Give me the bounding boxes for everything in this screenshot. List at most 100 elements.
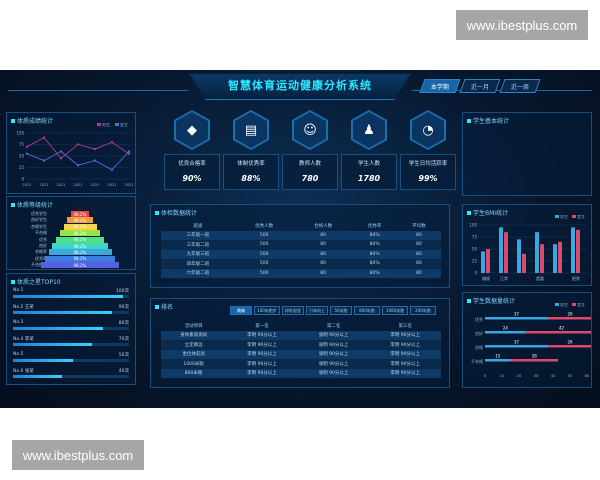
dashboard: 智慧体育运动健康分析系统 本学期 近一月 近一周 体质成绩统计 100 75 50 2… <box>0 70 600 408</box>
table-cell: 张明 90分以上 <box>318 371 349 377</box>
pyramid-label: 良好 <box>39 243 47 248</box>
table-row: 三年级一班 500 80 80% 80 <box>161 230 441 240</box>
rank-fill <box>13 295 124 298</box>
watermark-bottom: www.ibestplus.com <box>12 440 144 470</box>
data-point <box>59 150 63 153</box>
pyramid-layer: 98.2% <box>59 230 101 237</box>
legend-swatch <box>97 123 101 126</box>
data-label: 24 <box>503 326 509 331</box>
kpi-card: ▤ 体制优秀率 88% <box>223 110 279 190</box>
table-cell: 李明 90分以上 <box>247 342 277 348</box>
panel-title-text: 体质等级统计 <box>17 202 54 209</box>
kpi-card: ♟ 学生人数 1780 <box>341 110 397 190</box>
table-row: 四年级二班 500 80 80% 80 <box>161 259 441 269</box>
table-header-row: 班级 优秀人数 合格人数 优秀率 平均数 <box>161 221 441 231</box>
table-cell: 500 <box>259 232 269 238</box>
data-point <box>93 147 97 151</box>
table-cell: 坐位体前屈 <box>182 352 205 358</box>
data-label: 37 <box>514 340 520 345</box>
page-title: 智慧体育运动健康分析系统 <box>228 79 372 92</box>
panel-title-text: 学生基本统计 <box>473 118 510 125</box>
table-cell: 三年级二班 <box>186 242 210 248</box>
report-icon: ▤ <box>235 112 267 148</box>
x-tick-label: 偏瘦 <box>482 275 490 281</box>
x-tick-label: 正常 <box>500 275 508 281</box>
panel-title: 排名 <box>155 302 173 311</box>
event-tab[interactable]: 200米跑 <box>410 306 436 315</box>
column-header: 合格人数 <box>314 223 333 229</box>
x-tick-label: 超重 <box>536 275 544 281</box>
pyramid-label: 合格率 <box>35 249 47 255</box>
panel-fitness-levels: 体质等级统计 优秀学生 98.2% 良好学生 98.2% 合格学生 98.2% 不合格 98.… <box>6 196 136 270</box>
table-row: 三年级二班 500 80 80% 80 <box>161 240 441 250</box>
pyramid-label: 合格学生 <box>31 223 47 229</box>
bar-female <box>547 345 591 348</box>
kpi-hex: ☺ <box>292 110 328 150</box>
x-tick-label: 2021 <box>125 183 134 187</box>
data-point <box>93 159 97 162</box>
event-tab[interactable]: 50米跑 <box>330 306 352 315</box>
bar-female <box>547 317 591 320</box>
rank-fill <box>13 311 112 314</box>
event-tab[interactable]: 100米跑步 <box>254 306 280 315</box>
rank-fill <box>13 343 92 346</box>
event-tab[interactable]: 引体向上 <box>306 306 328 315</box>
table-cell: 80% <box>369 232 380 238</box>
data-label: 26 <box>567 312 573 317</box>
table-cell: 800米跑 <box>184 371 203 377</box>
data-point <box>59 157 63 160</box>
x-tick-label: 40 <box>551 374 555 378</box>
data-point <box>110 141 114 144</box>
bullet-icon <box>11 118 15 123</box>
tab-month[interactable]: 近一月 <box>459 79 501 93</box>
event-tab[interactable]: 800米跑 <box>354 306 380 315</box>
rank-name: No.6 张某 <box>13 369 34 374</box>
table-cell: 李明 90分以上 <box>390 342 421 348</box>
exam-stats-table: 班级 优秀人数 合格人数 优秀率 平均数 三年级一班 500 80 80% 80 三年级二班 500 8… <box>161 221 441 278</box>
rank-name: No.5 <box>13 352 24 357</box>
table-cell: 500 <box>259 242 269 248</box>
title-bar <box>190 74 410 100</box>
pyramid-layer: 98.2% <box>56 236 104 243</box>
rank-track <box>13 327 129 330</box>
x-tick-label: 20 <box>517 374 521 378</box>
tab-week[interactable]: 近一周 <box>499 79 541 93</box>
rank-name: No.1 <box>13 288 24 293</box>
rank-value: 70次 <box>118 337 129 342</box>
table-cell: 九年级三班 <box>186 252 210 258</box>
table-cell: 六年级二班 <box>186 271 210 277</box>
panel-top10: 体质之星TOP10 No.1 100次 No.2 王某 90次 No.3 80次 No.4 … <box>6 273 136 385</box>
legend-swatch <box>115 123 119 126</box>
tab-semester[interactable]: 本学期 <box>419 79 461 93</box>
legend-label: 女生 <box>120 123 128 127</box>
rank-track <box>13 359 129 362</box>
person-icon: ☺ <box>294 112 326 148</box>
x-tick-label: 0 <box>484 374 486 378</box>
bar-male <box>485 359 511 362</box>
pyramid-layer: 98.2% <box>41 262 119 269</box>
event-tab[interactable]: 1000米跑 <box>382 306 408 315</box>
series-line-male <box>26 137 130 159</box>
y-tick-label: 25 <box>472 259 478 264</box>
column-header: 优秀率 <box>367 223 382 229</box>
x-tick-label: 肥胖 <box>572 275 580 281</box>
data-point <box>127 150 131 153</box>
rank-track <box>13 311 129 314</box>
rank-row: No.4 李某 70次 <box>13 336 129 350</box>
table-cell: 80 <box>320 242 326 248</box>
rank-track <box>13 343 129 346</box>
column-header: 班级 <box>193 223 203 229</box>
bar-female <box>522 253 526 273</box>
event-tab[interactable]: 仰卧起坐 <box>282 306 304 315</box>
row-label: 合格 <box>475 344 483 350</box>
event-tab[interactable]: 跳绳 <box>230 306 252 315</box>
rank-row: No.2 王某 90次 <box>13 304 129 318</box>
watermark-top: www.ibestplus.com <box>456 10 588 40</box>
y-tick-label: 100 <box>469 223 477 228</box>
table-cell: 李明 90分以上 <box>247 352 277 358</box>
kpi-value: 99% <box>418 174 438 183</box>
kpi-hex: ◔ <box>410 110 446 150</box>
y-tick-label: 0 <box>474 271 477 276</box>
kpi-value: 90% <box>182 174 202 183</box>
kpi-label: 学生人数 <box>357 161 380 167</box>
